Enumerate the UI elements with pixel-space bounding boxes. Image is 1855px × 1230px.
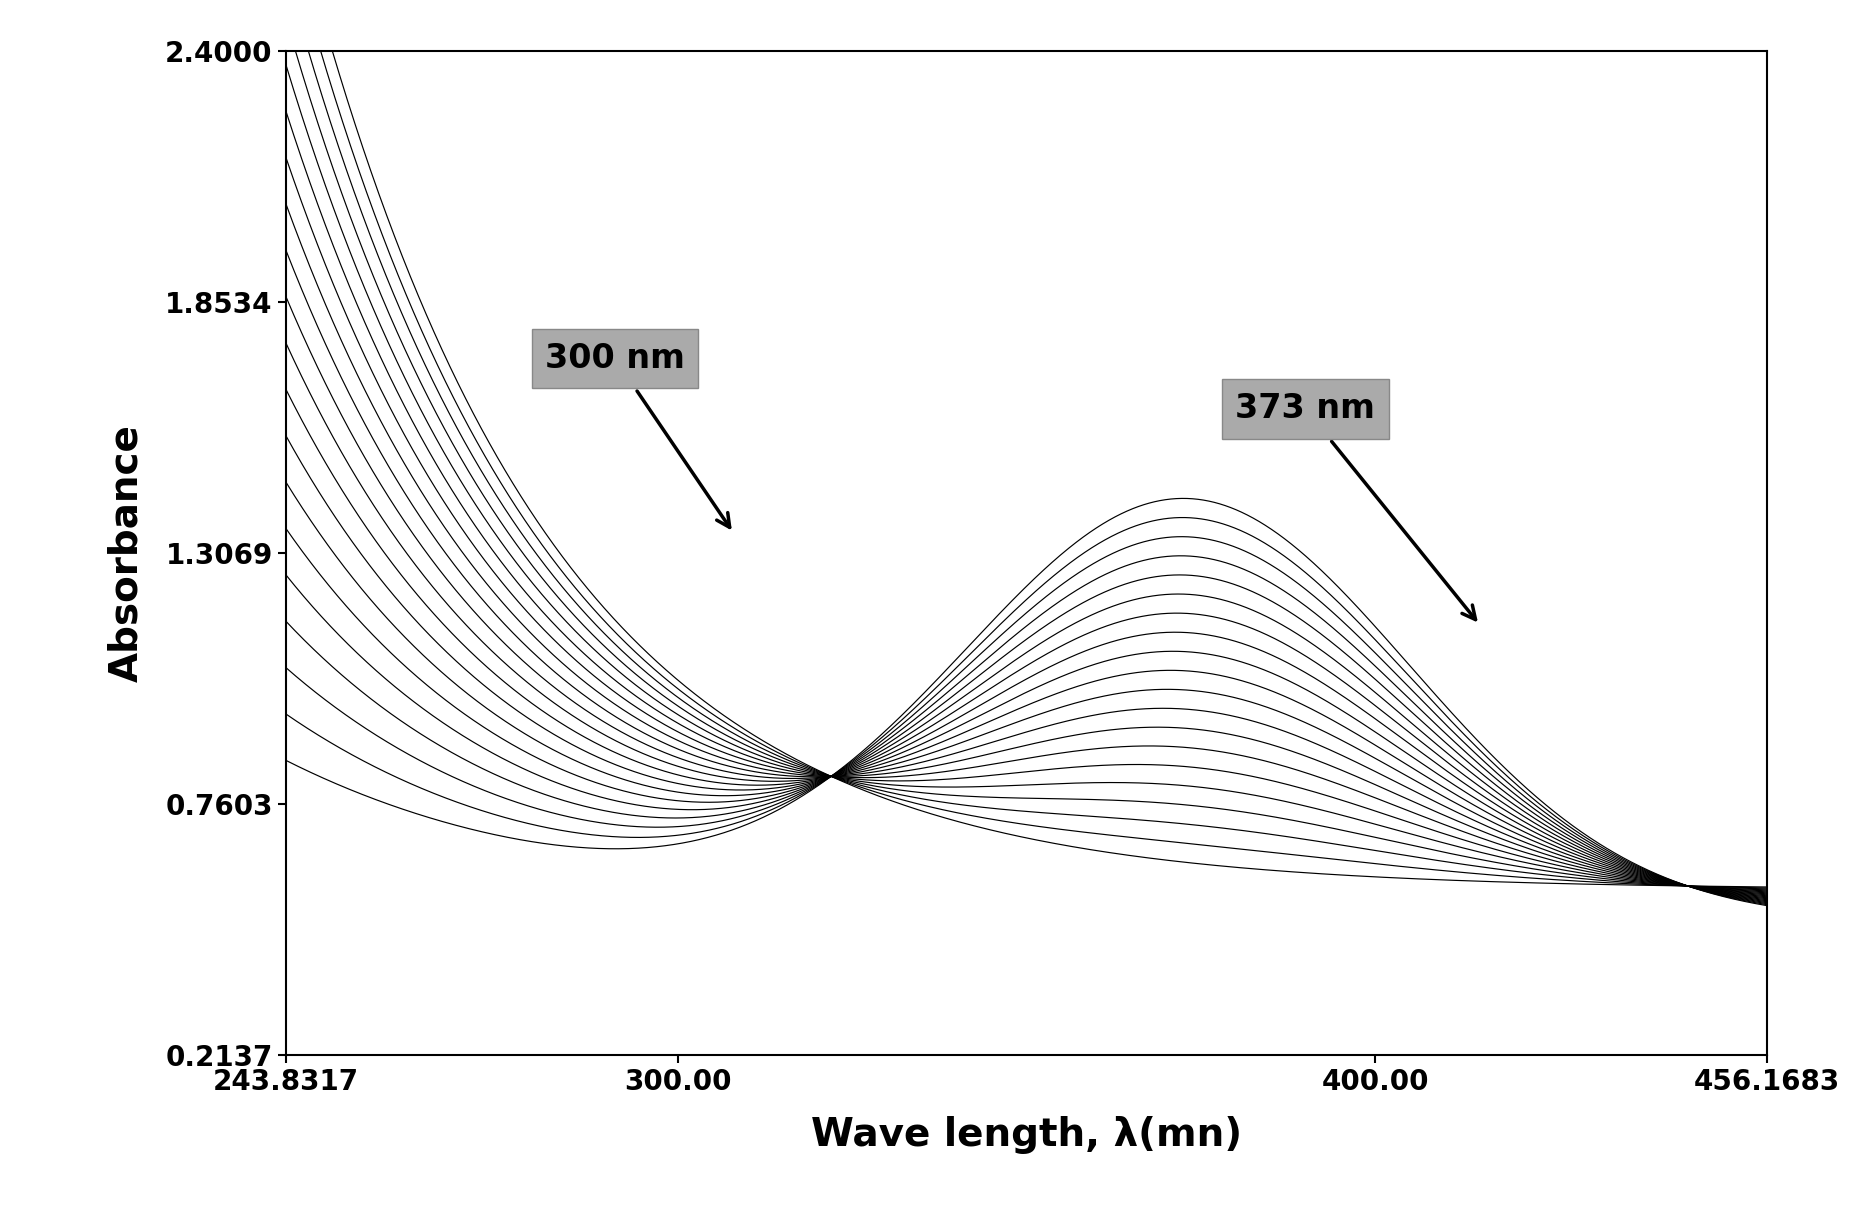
Text: 373 nm: 373 nm: [1235, 392, 1475, 620]
Y-axis label: Absorbance: Absorbance: [108, 424, 147, 681]
X-axis label: Wave length, λ(mn): Wave length, λ(mn): [811, 1116, 1243, 1154]
Text: 300 nm: 300 nm: [545, 342, 729, 528]
